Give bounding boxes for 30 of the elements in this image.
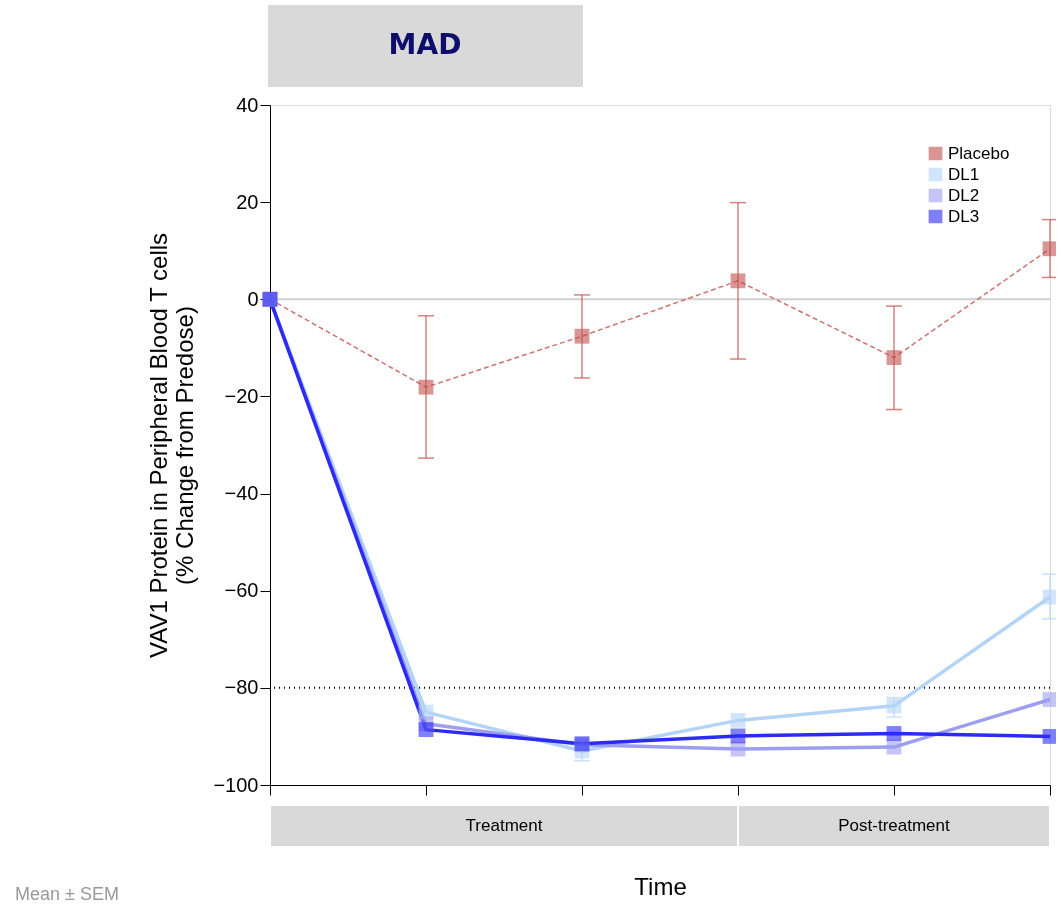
y-tick-label: −100 [213, 773, 259, 796]
y-tick-label: −80 [224, 676, 259, 699]
x-axis-title: Time [634, 873, 687, 900]
point [886, 350, 902, 365]
point [730, 712, 746, 728]
y-tick-label: −40 [224, 482, 259, 505]
y-tick-label: 40 [236, 93, 259, 116]
text: Post-treatment [838, 816, 951, 835]
y-tick-label: −20 [224, 384, 259, 407]
legend-label: Placebo [948, 143, 1010, 163]
y-axis-title: VAV1 Protein in Peripheral Blood T cells (% Change from Predose) [145, 232, 199, 659]
y-tick-label: 0 [247, 287, 259, 310]
point [730, 273, 746, 289]
legend-label: DL3 [948, 206, 980, 226]
text: Mean ± SEM [15, 884, 119, 904]
point [1042, 729, 1056, 744]
text: Treatment [465, 816, 543, 835]
point [418, 379, 434, 395]
point [1042, 241, 1056, 257]
y-tick-label: 20 [236, 190, 259, 213]
legend-label: DL2 [948, 185, 980, 205]
point [1042, 692, 1056, 707]
chart-title: MAD [388, 28, 462, 61]
point [886, 726, 902, 741]
y-tick-label: −60 [224, 579, 259, 602]
point [886, 698, 902, 714]
legend-label: DL1 [948, 164, 980, 184]
point [1042, 589, 1056, 605]
point [418, 722, 434, 738]
point [574, 328, 590, 344]
